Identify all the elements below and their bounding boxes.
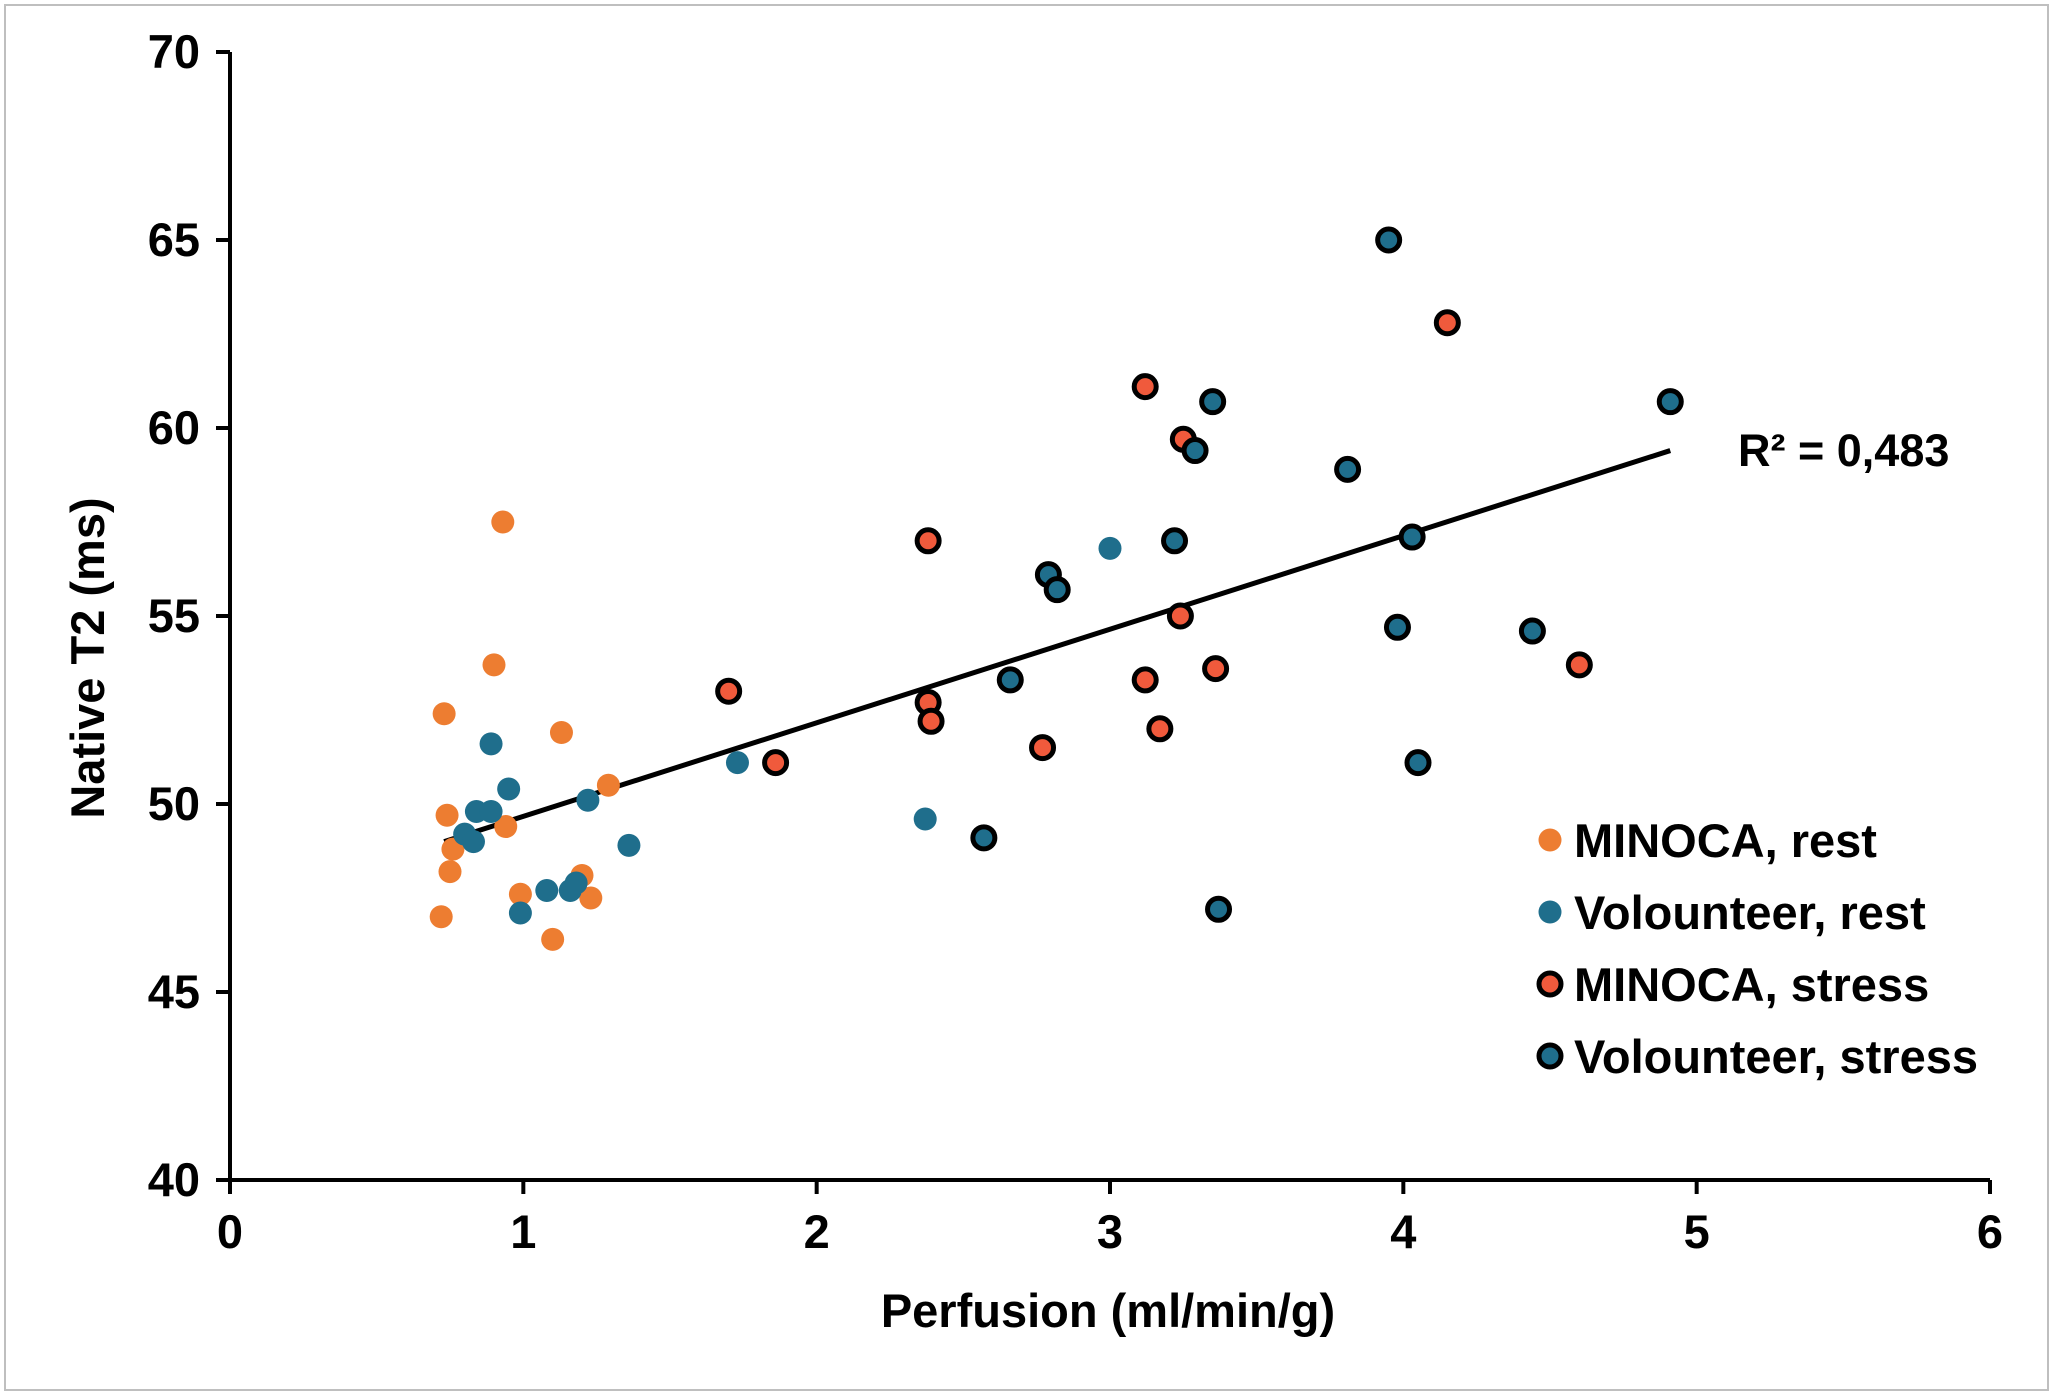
data-point-series-1: [541, 927, 565, 951]
legend-label: MINOCA, stress: [1574, 958, 1929, 1011]
y-tick-label: 55: [148, 589, 200, 642]
data-point-series-2: [497, 777, 521, 801]
legend-marker: [1536, 1042, 1564, 1070]
data-point-series-3: [1433, 309, 1461, 337]
data-point-series-1: [432, 702, 456, 726]
y-tick-label: 45: [148, 965, 200, 1018]
data-point-series-4: [1656, 388, 1684, 416]
data-point-series-1: [482, 653, 506, 677]
legend-label: MINOCA, rest: [1574, 814, 1877, 867]
legend-label: Volounteer, rest: [1574, 886, 1926, 939]
x-tick-label: 4: [1390, 1205, 1416, 1258]
legend-marker: [1538, 828, 1562, 852]
x-tick-label: 0: [217, 1205, 243, 1258]
x-tick-label: 3: [1097, 1205, 1123, 1258]
data-point-series-3: [917, 707, 945, 735]
y-tick-label: 65: [148, 213, 200, 266]
data-point-series-2: [725, 751, 749, 775]
data-point-series-3: [715, 677, 743, 705]
data-point-series-2: [461, 830, 485, 854]
data-point-series-2: [564, 871, 588, 895]
data-point-series-3: [1146, 715, 1174, 743]
x-axis-title: Perfusion (ml/min/g): [881, 1284, 1335, 1337]
legend-label: Volounteer, stress: [1574, 1030, 1978, 1083]
data-point-series-3: [1565, 651, 1593, 679]
x-tick-label: 6: [1977, 1205, 2003, 1258]
data-point-series-3: [914, 527, 942, 555]
data-point-series-4: [1043, 576, 1071, 604]
data-point-series-4: [1404, 749, 1432, 777]
legend: MINOCA, rest Volounteer, rest MINOCA, stre…: [1536, 814, 1978, 1083]
data-point-series-4: [996, 666, 1024, 694]
data-point-series-2: [508, 901, 532, 925]
data-point-series-4: [1398, 523, 1426, 551]
data-point-series-2: [479, 732, 503, 756]
data-point-series-3: [762, 749, 790, 777]
x-tick-label: 5: [1684, 1205, 1710, 1258]
data-point-series-4: [1161, 527, 1189, 555]
data-point-series-1: [494, 815, 518, 839]
data-point-series-2: [913, 807, 937, 831]
data-point-series-4: [1199, 388, 1227, 416]
data-point-series-4: [1181, 437, 1209, 465]
data-point-series-1: [596, 773, 620, 797]
linear-trendline: [443, 448, 1672, 844]
data-point-series-2: [479, 800, 503, 824]
legend-marker: [1536, 970, 1564, 998]
data-point-series-4: [1334, 455, 1362, 483]
data-point-series-2: [617, 833, 641, 857]
x-tick-label: 1: [510, 1205, 536, 1258]
x-tick-label: 2: [804, 1205, 830, 1258]
data-point-series-1: [549, 721, 573, 745]
data-points-layer: [429, 226, 1684, 951]
y-tick-label: 40: [148, 1153, 200, 1206]
data-point-series-2: [576, 788, 600, 812]
data-point-series-1: [438, 860, 462, 884]
data-point-series-1: [435, 803, 459, 827]
data-point-series-3: [1166, 602, 1194, 630]
data-point-series-4: [970, 824, 998, 852]
data-point-series-4: [1205, 895, 1233, 923]
data-point-series-4: [1375, 226, 1403, 254]
data-point-series-1: [508, 882, 532, 906]
data-point-series-2: [1098, 536, 1122, 560]
data-point-series-3: [1131, 373, 1159, 401]
data-point-series-3: [1202, 655, 1230, 683]
data-point-series-1: [491, 510, 515, 534]
trendline-layer: [443, 448, 1672, 844]
y-tick-label: 60: [148, 401, 200, 454]
y-tick-label: 70: [148, 25, 200, 78]
data-point-series-3: [1131, 666, 1159, 694]
data-point-series-1: [579, 886, 603, 910]
y-tick-label: 50: [148, 777, 200, 830]
chart-frame: [4, 4, 2049, 1391]
data-point-series-2: [535, 878, 559, 902]
r-squared-label: R² = 0,483: [1738, 425, 1949, 476]
data-point-series-1: [429, 905, 453, 929]
legend-marker: [1538, 900, 1562, 924]
data-point-series-4: [1518, 617, 1546, 645]
data-point-series-4: [1383, 613, 1411, 641]
y-axis-title: Native T2 (ms): [61, 497, 114, 818]
data-point-series-3: [1029, 734, 1057, 762]
